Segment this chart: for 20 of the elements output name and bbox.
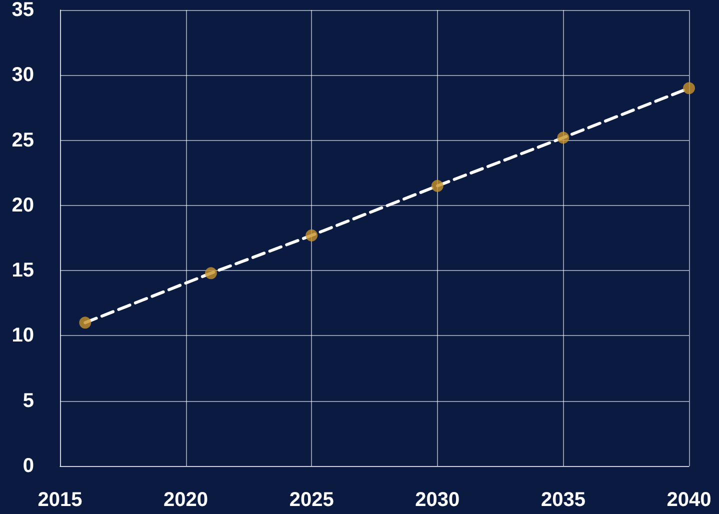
y-tick-label: 30 [12,64,34,86]
x-tick-label: 2020 [164,489,208,511]
x-tick-label: 2030 [415,489,460,511]
x-tick-label: 2035 [540,489,586,511]
x-tick-label: 2015 [38,489,82,511]
y-tick-label: 15 [12,260,34,282]
y-tick-label: 0 [22,455,34,477]
point [683,82,695,94]
point [557,132,570,144]
x-tick-label: 2025 [289,489,334,511]
y-tick-label: 10 [12,324,34,347]
point [431,180,444,192]
point [204,267,217,280]
x-tick-label: 2040 [666,489,712,511]
y-tick-label: 25 [12,129,34,152]
point [79,316,92,329]
point [306,229,318,242]
y-tick-label: 5 [22,390,34,412]
y-tick-label: 20 [12,194,34,216]
y-tick-label: 35 [12,0,34,21]
